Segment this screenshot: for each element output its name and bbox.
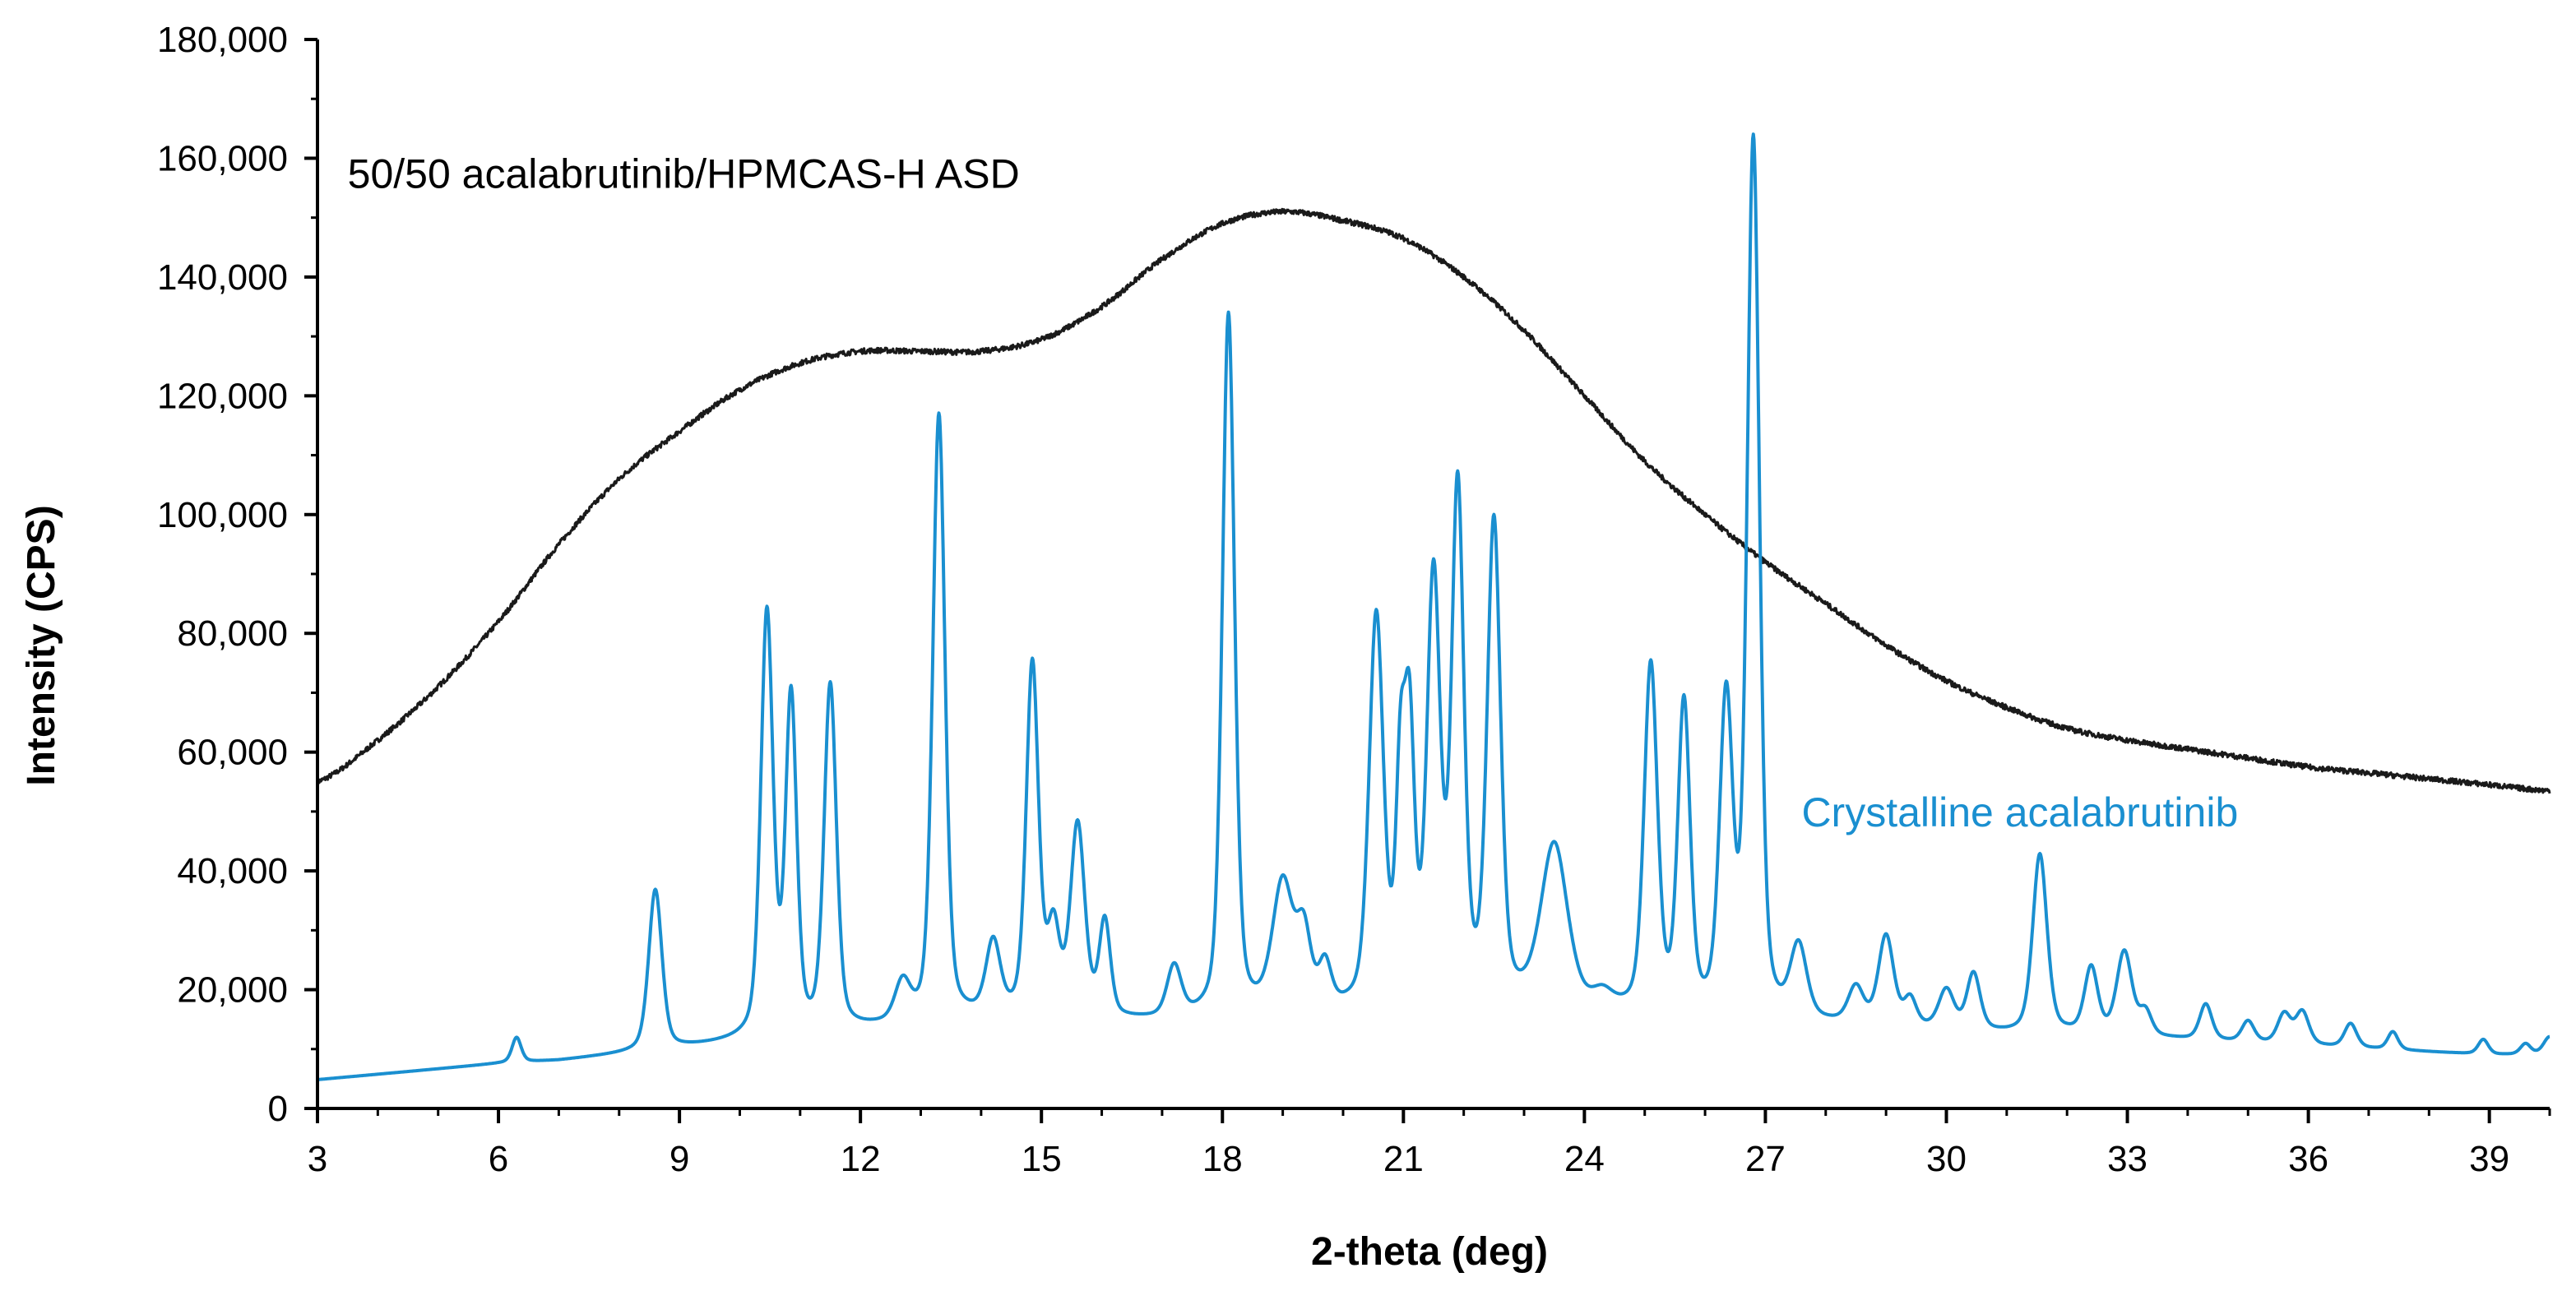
x-tick-label: 27 xyxy=(1745,1139,1786,1179)
x-axis-ticks: 3 6 9 12 15 18 21 24 27 30 33 36 39 xyxy=(308,1108,2551,1179)
x-tick-label: 33 xyxy=(2107,1139,2147,1179)
y-tick-label: 0 xyxy=(268,1089,288,1129)
y-tick-label: 40,000 xyxy=(177,851,288,891)
x-tick-label: 36 xyxy=(2288,1139,2328,1179)
y-tick-label: 80,000 xyxy=(177,613,288,654)
x-tick-label: 15 xyxy=(1022,1139,1062,1179)
x-tick-label: 12 xyxy=(841,1139,881,1179)
x-tick-label: 3 xyxy=(308,1139,327,1179)
y-tick-label: 120,000 xyxy=(157,376,288,416)
asd-series-label: 50/50 acalabrutinib/HPMCAS-H ASD xyxy=(348,151,1020,197)
y-axis-ticks: 0 20,000 40,000 60,000 80,000 100,000 120,000 1… xyxy=(157,20,317,1129)
crystalline-series-line xyxy=(316,132,2551,1081)
asd-series-line xyxy=(316,207,2551,794)
y-tick-label: 140,000 xyxy=(157,257,288,298)
y-tick-label: 60,000 xyxy=(177,733,288,773)
x-tick-label: 30 xyxy=(1926,1139,1967,1179)
x-tick-label: 18 xyxy=(1202,1139,1243,1179)
y-tick-label: 180,000 xyxy=(157,20,288,60)
x-tick-label: 6 xyxy=(489,1139,508,1179)
y-tick-label: 20,000 xyxy=(177,970,288,1011)
y-tick-label: 100,000 xyxy=(157,495,288,535)
x-tick-label: 39 xyxy=(2469,1139,2509,1179)
crystalline-series-label: Crystalline acalabrutinib xyxy=(1801,789,2238,835)
y-tick-label: 160,000 xyxy=(157,138,288,178)
plot-area xyxy=(316,132,2551,1081)
x-tick-label: 9 xyxy=(669,1139,689,1179)
x-tick-label: 24 xyxy=(1564,1139,1605,1179)
x-axis-title: 2-theta (deg) xyxy=(1311,1230,1548,1274)
x-tick-label: 21 xyxy=(1383,1139,1424,1179)
y-axis-title: Intensity (CPS) xyxy=(20,505,63,785)
